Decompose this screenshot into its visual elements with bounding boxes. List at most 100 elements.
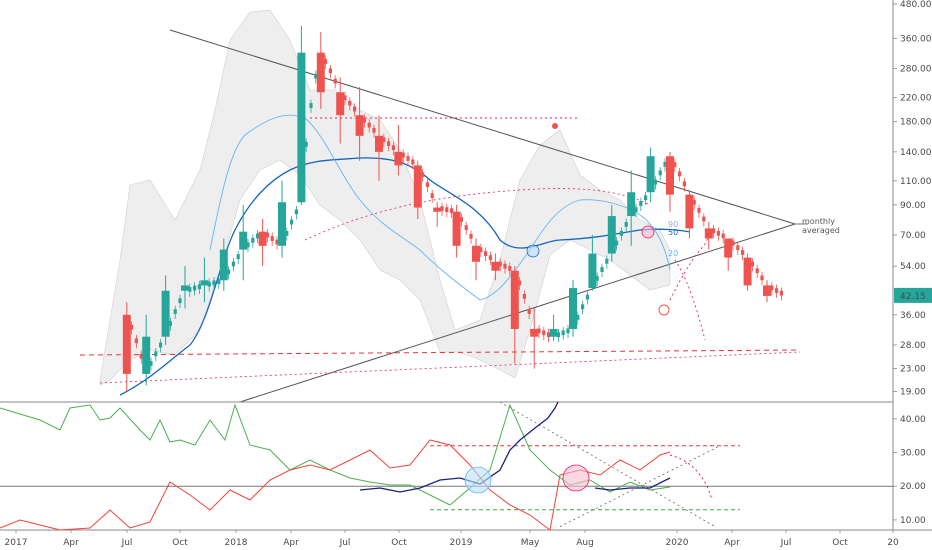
candle-body (421, 172, 425, 178)
candle-body (666, 156, 674, 195)
target-circle (658, 304, 670, 316)
candle-body (646, 156, 655, 193)
candle-body (375, 135, 383, 152)
price-axis-label: 70.00 (900, 231, 926, 241)
candle-body (724, 238, 733, 258)
candle-body (440, 206, 444, 212)
candle-body (278, 202, 286, 246)
candle-body (372, 127, 376, 133)
candle-body (324, 59, 328, 64)
candle-body (634, 207, 638, 213)
candle-body (362, 117, 366, 123)
candle-body (309, 103, 313, 108)
price-axis-label: 36.00 (900, 311, 926, 321)
price-axis-label: 23.00 (900, 365, 926, 375)
candle-body (692, 199, 696, 205)
candle-body (581, 304, 585, 310)
candle-body (212, 280, 216, 286)
candle-body (569, 288, 577, 329)
candle-body (433, 207, 442, 212)
candle-body (161, 290, 170, 337)
time-axis-label: Aug (576, 538, 594, 548)
candle-body (479, 247, 483, 253)
candle-body (236, 254, 240, 259)
candle-body (200, 280, 209, 286)
candle-body (702, 216, 706, 222)
triangle-upper-line (169, 29, 796, 225)
candle-body (585, 294, 589, 300)
time-axis-label: May (521, 538, 540, 548)
candle-body (673, 162, 677, 168)
price-axis-label: 480.00 (900, 0, 932, 10)
candle-body (246, 242, 250, 248)
candle-body (314, 73, 318, 79)
candle-body (510, 270, 519, 329)
candle-body (658, 170, 662, 176)
candle-body (615, 240, 619, 246)
candle-body (304, 142, 308, 147)
highlight-circle-pink (641, 225, 655, 239)
candle-body (285, 230, 289, 236)
candle-body (503, 263, 507, 269)
candle-body (394, 151, 403, 166)
candle-body (755, 268, 759, 274)
price-axis-label: 180.00 (900, 118, 932, 128)
time-axis-label: Apr (63, 538, 79, 548)
candle-body (336, 92, 345, 116)
price-axis-label: 90.00 (900, 201, 926, 211)
projection-down-arrow (674, 259, 706, 341)
candle-body (173, 309, 177, 314)
candle-body (736, 245, 740, 251)
candle-body (348, 100, 352, 106)
support-dashed-line (79, 349, 801, 356)
indicator-circle-pink (562, 464, 590, 492)
candle-body (251, 237, 255, 243)
candle-body (624, 221, 628, 227)
candle-body (697, 207, 701, 213)
candle-body (498, 261, 502, 267)
indicator-axis-label: 40.00 (900, 415, 926, 425)
candle-body (556, 332, 560, 338)
candle-body (197, 284, 201, 290)
candle-body (549, 328, 558, 337)
candle-body (561, 330, 565, 336)
candle-body (760, 275, 764, 281)
current-price-tag (894, 287, 932, 303)
candle-body (537, 328, 541, 334)
candle-body (231, 261, 235, 267)
candle-body (430, 193, 434, 198)
candle-body (763, 285, 771, 296)
candle-body (639, 201, 643, 206)
indicator-circle-blue (464, 466, 492, 494)
candle-body (576, 314, 580, 320)
time-axis-label: 2017 (5, 538, 28, 548)
time-axis-label: Jul (780, 538, 792, 548)
candle-body (411, 159, 415, 165)
candle-body (188, 287, 192, 292)
candle-body (328, 68, 332, 74)
candle-body (472, 245, 480, 262)
candle-body (663, 161, 667, 167)
candle-body (750, 261, 754, 267)
candle-body (445, 207, 449, 213)
candle-body (387, 141, 391, 146)
candle-body (775, 288, 779, 293)
price-axis-label: 360.00 (900, 35, 932, 45)
price-axis-label: 28.00 (900, 341, 926, 351)
candle-body (607, 216, 616, 254)
indicator-axis-label: 20.00 (900, 482, 926, 492)
candle-body (464, 225, 468, 230)
candle-body (743, 257, 752, 286)
candle-body (367, 122, 371, 128)
candle-body (149, 361, 153, 366)
candle-body (134, 338, 138, 344)
time-axis-label: 20 (887, 538, 899, 548)
lower-dotted-trend (99, 351, 801, 384)
price-axis-label: 110.00 (900, 177, 932, 187)
candle-body (588, 253, 597, 289)
time-axis-label: Oct (832, 538, 848, 548)
price-axis-label: 54.00 (900, 262, 926, 272)
candle-body (406, 156, 410, 161)
